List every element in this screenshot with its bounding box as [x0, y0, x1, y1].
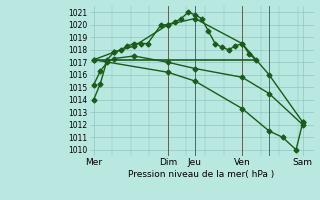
X-axis label: Pression niveau de la mer( hPa ): Pression niveau de la mer( hPa )	[128, 170, 275, 179]
